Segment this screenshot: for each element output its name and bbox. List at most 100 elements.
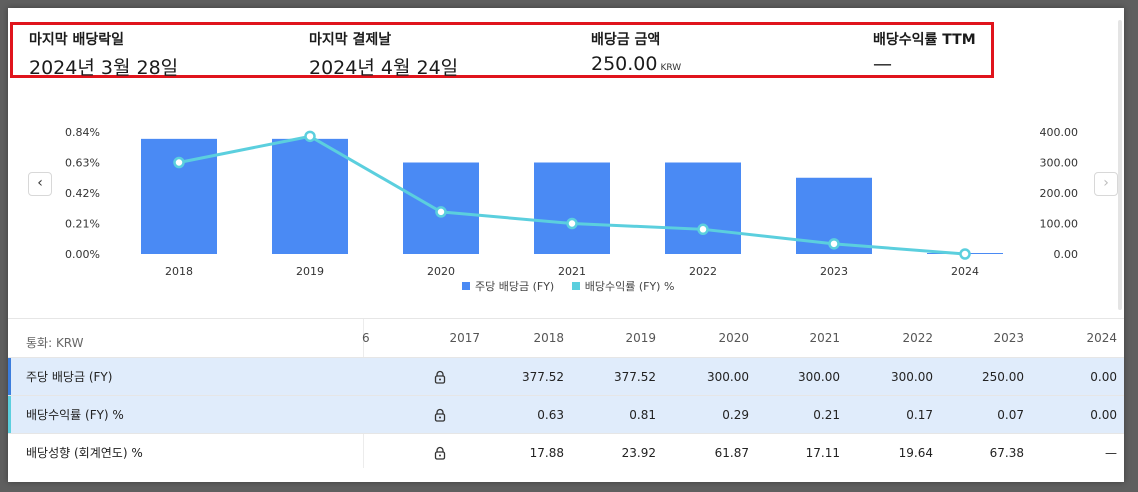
year-header: 2020 [718, 331, 749, 345]
legend-label-yield: 배당수익률 (FY) % [584, 280, 675, 293]
chart-bar [534, 162, 610, 254]
value-cell: 250.00 [982, 369, 1024, 384]
partial-year-header: 6 [362, 331, 370, 345]
y-left-tick-label: 0.84% [65, 126, 100, 139]
year-header: 2018 [533, 331, 564, 345]
row-label: 주당 배당금 (FY) [26, 370, 113, 384]
yield-point [959, 248, 971, 260]
row-label: 배당수익률 (FY) % [26, 408, 124, 422]
value-cell: 0.63 [537, 407, 564, 422]
dividend-summary: 마지막 배당락일 2024년 3월 28일 마지막 결제날 2024년 4월 2… [10, 22, 994, 80]
scrollbar[interactable] [1118, 20, 1122, 310]
value-cell: 300.00 [707, 369, 749, 384]
y-left-tick-label: 0.63% [65, 157, 100, 170]
value-cell: 300.00 [798, 369, 840, 384]
value-cell: 0.29 [722, 407, 749, 422]
lock-icon [434, 370, 446, 384]
yield-ttm-label: 배당수익률 TTM [873, 32, 976, 48]
yield-point [173, 156, 185, 169]
year-header: 2017 [449, 331, 480, 345]
yield-point [304, 130, 316, 143]
table-row: 배당수익률 (FY) % 0.63 0.81 0.29 0.21 0.17 0.07 0.00 [8, 395, 1124, 433]
amount-label: 배당금 금액 [591, 32, 661, 48]
amount-value: 250.00 [591, 53, 658, 75]
year-header: 2024 [1086, 331, 1117, 345]
legend-swatch-line [571, 282, 580, 290]
chart-legend: 주당 배당금 (FY) 배당수익률 (FY) % [462, 278, 688, 294]
table-header: 통화: KRW 6 2017 2018 2019 2020 2021 2022 2023 20… [8, 318, 1124, 357]
ex-date-value: 2024년 3월 28일 [29, 57, 179, 79]
value-cell: 17.88 [529, 445, 564, 460]
table-body: 주당 배당금 (FY) 377.52 377.52 300.00 300.00 300.0… [8, 357, 1124, 471]
x-tick-label: 2021 [558, 265, 586, 278]
locked-cell[interactable] [417, 396, 463, 433]
row-color-marker [8, 396, 11, 433]
chart-prev-button[interactable]: ‹ [28, 172, 52, 196]
value-cell: 23.92 [621, 445, 656, 460]
value-cell: 300.00 [891, 369, 933, 384]
row-color-marker [8, 358, 11, 395]
pay-date-label: 마지막 결제날 [309, 32, 392, 48]
value-cell: 17.11 [805, 445, 840, 460]
currency-label: 통화: KRW [26, 335, 84, 350]
amount-unit: KRW [660, 63, 682, 73]
year-header: 2021 [809, 331, 840, 345]
year-header: 2023 [993, 331, 1024, 345]
x-tick-label: 2023 [820, 265, 848, 278]
table-row: 배당성향 (회계연도) % 17.88 23.92 61.87 17.11 19.64 67… [8, 433, 1124, 471]
x-tick-label: 2024 [951, 265, 979, 278]
value-cell: 0.21 [813, 407, 840, 422]
value-cell: 0.81 [629, 407, 656, 422]
value-cell: 67.38 [989, 445, 1024, 460]
y-left-tick-label: 0.21% [65, 218, 100, 231]
dividend-chart: 0.00% 0.21% 0.42% 0.63% 0.84% 0.00 100.00 200.0… [65, 126, 1079, 278]
x-tick-label: 2020 [427, 265, 455, 278]
chart-next-button[interactable]: › [1094, 172, 1118, 196]
pay-date-value: 2024년 4월 24일 [309, 57, 459, 79]
value-cell: 0.07 [997, 407, 1024, 422]
dividend-card: 마지막 배당락일 2024년 3월 28일 마지막 결제날 2024년 4월 2… [8, 8, 1124, 482]
yield-point [697, 223, 709, 236]
legend-swatch-bar [462, 282, 470, 290]
y-right-tick-label: 0.00 [1054, 248, 1079, 261]
chart-bar [272, 138, 348, 254]
ex-date-label: 마지막 배당락일 [29, 32, 125, 48]
y-right-tick-label: 400.00 [1040, 126, 1079, 139]
pay-date-block: 마지막 결제날 2024년 4월 24일 [309, 29, 458, 80]
value-cell: 19.64 [898, 445, 933, 460]
value-cell: 0.17 [906, 407, 933, 422]
yield-point [435, 206, 447, 218]
lock-icon [434, 446, 446, 460]
ex-date-block: 마지막 배당락일 2024년 3월 28일 [29, 29, 178, 80]
y-right-tick-label: 200.00 [1040, 187, 1079, 200]
value-cell: — [1105, 445, 1117, 460]
yield-point [828, 238, 840, 250]
legend-item-dps[interactable]: 주당 배당금 (FY) [462, 278, 554, 294]
amount-block: 배당금 금액 250.00 KRW [591, 29, 681, 75]
value-cell: 0.00 [1090, 369, 1117, 384]
row-label: 배당성향 (회계연도) % [26, 446, 143, 460]
y-left-tick-label: 0.42% [65, 187, 100, 200]
value-cell: 377.52 [614, 369, 656, 384]
yield-point [566, 217, 578, 230]
yield-ttm-value: — [873, 53, 892, 75]
dividend-table: 통화: KRW 6 2017 2018 2019 2020 2021 2022 2023 20… [8, 318, 1124, 471]
legend-item-yield[interactable]: 배당수익률 (FY) % [571, 278, 675, 294]
y-right-tick-label: 300.00 [1040, 157, 1079, 170]
legend-label-dps: 주당 배당금 (FY) [475, 280, 555, 293]
value-cell: 377.52 [522, 369, 564, 384]
x-tick-label: 2018 [165, 265, 193, 278]
yield-ttm-block: 배당수익률 TTM — [873, 29, 976, 75]
year-header: 2019 [625, 331, 656, 345]
y-left-tick-label: 0.00% [65, 248, 100, 261]
amount-value-wrap: 250.00 KRW [591, 53, 681, 75]
lock-icon [434, 408, 446, 422]
locked-cell[interactable] [417, 434, 463, 471]
locked-cell[interactable] [417, 358, 463, 395]
value-cell: 61.87 [714, 445, 749, 460]
chart-bar [665, 162, 741, 254]
x-tick-label: 2022 [689, 265, 717, 278]
y-right-tick-label: 100.00 [1040, 218, 1079, 231]
value-cell: 0.00 [1090, 407, 1117, 422]
table-row: 주당 배당금 (FY) 377.52 377.52 300.00 300.00 300.0… [8, 357, 1124, 395]
